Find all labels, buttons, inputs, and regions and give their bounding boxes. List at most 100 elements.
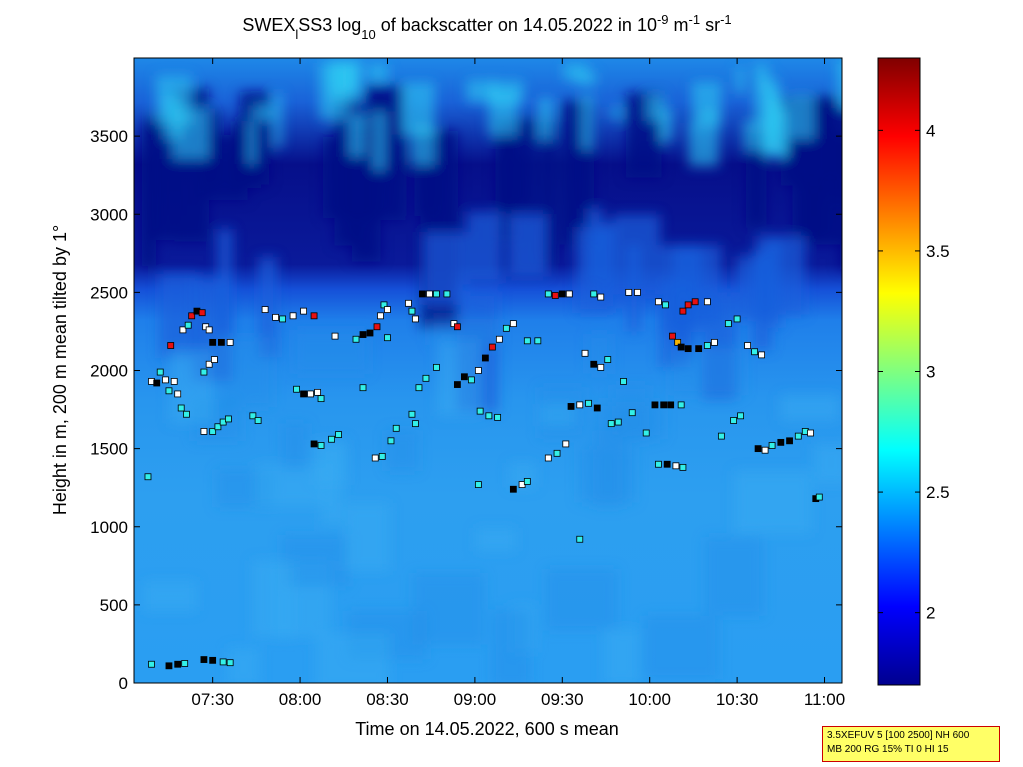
cloud-marker bbox=[310, 440, 318, 448]
heatmap-layer-patch bbox=[315, 633, 390, 683]
cloud-marker bbox=[614, 418, 622, 426]
cloud-marker bbox=[467, 376, 475, 384]
heatmap-plume bbox=[612, 214, 661, 295]
cloud-marker bbox=[786, 437, 793, 445]
heatmap-light-patch bbox=[466, 79, 497, 103]
colorbar-tick-label: 3.5 bbox=[926, 242, 950, 261]
cloud-marker bbox=[310, 312, 318, 320]
cloud-marker bbox=[488, 343, 496, 351]
cloud-marker bbox=[523, 337, 531, 345]
x-tick-label: 11:00 bbox=[804, 690, 845, 709]
heatmap-layer-patch bbox=[475, 527, 516, 552]
colorbar-axis: 2 2.5 3 3.5 4 bbox=[878, 121, 950, 623]
heatmap-layer-patch bbox=[429, 318, 499, 346]
cloud-marker bbox=[761, 446, 769, 454]
colorbar-tick-label: 2 bbox=[926, 604, 935, 623]
cloud-marker bbox=[415, 384, 423, 392]
cloud-marker bbox=[667, 401, 675, 409]
cloud-marker bbox=[495, 335, 503, 343]
cloud-marker bbox=[669, 332, 676, 340]
cloud-marker bbox=[205, 360, 213, 368]
cloud-marker bbox=[387, 437, 395, 445]
y-tick-label: 3000 bbox=[90, 205, 128, 224]
heatmap-layer-patch bbox=[281, 423, 308, 471]
cloud-marker bbox=[408, 410, 416, 418]
cloud-marker bbox=[494, 413, 502, 421]
cloud-marker bbox=[128, 396, 134, 402]
heatmap-layer-patch bbox=[643, 615, 719, 680]
cloud-marker bbox=[314, 388, 321, 396]
cloud-marker bbox=[371, 454, 379, 462]
cloud-marker bbox=[730, 417, 738, 424]
cloud-marker bbox=[214, 423, 222, 431]
cloud-marker bbox=[509, 320, 517, 328]
heatmap-layer-patch bbox=[734, 470, 812, 534]
heatmap-light-patch bbox=[348, 115, 366, 157]
heatmap-layer-patch bbox=[254, 463, 331, 507]
cloud-marker bbox=[737, 412, 745, 420]
cloud-marker bbox=[392, 424, 400, 432]
heatmap-light-patch bbox=[580, 95, 594, 150]
cloud-marker bbox=[754, 445, 762, 453]
heatmap-dark-patch bbox=[231, 121, 262, 188]
heatmap-layer-patch bbox=[344, 502, 390, 571]
y-tick-label: 500 bbox=[100, 596, 128, 615]
cloud-marker bbox=[558, 290, 566, 298]
cloud-marker bbox=[651, 401, 659, 409]
cloud-marker bbox=[380, 301, 388, 309]
cloud-marker bbox=[156, 368, 164, 376]
cloud-marker bbox=[474, 481, 482, 488]
cloud-marker bbox=[768, 442, 776, 449]
heatmap-layer-patch bbox=[143, 581, 197, 612]
heatmap-plume bbox=[466, 211, 502, 283]
cloud-marker bbox=[655, 460, 662, 468]
info-line-1: 3.5XEFUV 5 [100 2500] NH 600 bbox=[827, 730, 970, 741]
cloud-marker bbox=[607, 420, 615, 428]
cloud-marker bbox=[408, 307, 416, 315]
heatmap-light-patch bbox=[765, 91, 780, 137]
cloud-marker bbox=[300, 307, 307, 315]
cloud-marker bbox=[590, 360, 598, 368]
y-axis-label: Height in m, 200 m mean tilted by 1° bbox=[50, 225, 70, 515]
cloud-marker bbox=[373, 323, 381, 331]
cloud-marker bbox=[815, 493, 823, 501]
cloud-marker bbox=[625, 288, 633, 296]
cloud-marker bbox=[794, 432, 802, 440]
heatmap-layer-patch bbox=[218, 337, 273, 407]
cloud-marker bbox=[181, 660, 189, 667]
cloud-marker bbox=[433, 290, 440, 298]
cloud-marker bbox=[209, 656, 217, 664]
cloud-marker bbox=[544, 290, 552, 298]
y-tick-label: 0 bbox=[119, 674, 128, 693]
cloud-marker bbox=[167, 342, 175, 349]
cloud-marker bbox=[378, 453, 386, 460]
cloud-marker bbox=[565, 290, 573, 298]
cloud-marker bbox=[254, 417, 262, 424]
heatmap-layer-patch bbox=[227, 647, 260, 683]
cloud-marker bbox=[328, 435, 335, 443]
x-axis: 07:30 08:00 08:30 09:00 09:30 10:00 10:30 11:00 bbox=[191, 58, 845, 709]
cloud-marker bbox=[209, 338, 217, 346]
cloud-marker bbox=[562, 440, 570, 448]
heatmap-layer-patch bbox=[386, 430, 419, 472]
cloud-marker bbox=[703, 298, 711, 306]
cloud-marker bbox=[724, 320, 732, 328]
cloud-marker bbox=[642, 429, 650, 437]
chart-title: SWEXlSS3 log10 of backscatter on 14.05.2… bbox=[242, 12, 731, 42]
heatmap-area bbox=[128, 58, 842, 683]
cloud-marker bbox=[677, 401, 685, 409]
cloud-marker bbox=[476, 407, 484, 415]
cloud-marker bbox=[200, 368, 208, 376]
cloud-marker bbox=[174, 660, 182, 668]
cloud-marker bbox=[226, 659, 234, 667]
cloud-marker bbox=[183, 410, 190, 418]
cloud-marker bbox=[481, 354, 489, 362]
cloud-marker bbox=[597, 293, 605, 301]
x-axis-label: Time on 14.05.2022, 600 s mean bbox=[355, 719, 619, 739]
cloud-marker bbox=[590, 290, 598, 298]
cloud-marker bbox=[585, 399, 592, 407]
heatmap-light-patch bbox=[373, 111, 386, 171]
heatmap-layer-patch bbox=[412, 573, 485, 645]
cloud-marker bbox=[628, 409, 636, 417]
heatmap-layer-patch bbox=[545, 568, 618, 631]
